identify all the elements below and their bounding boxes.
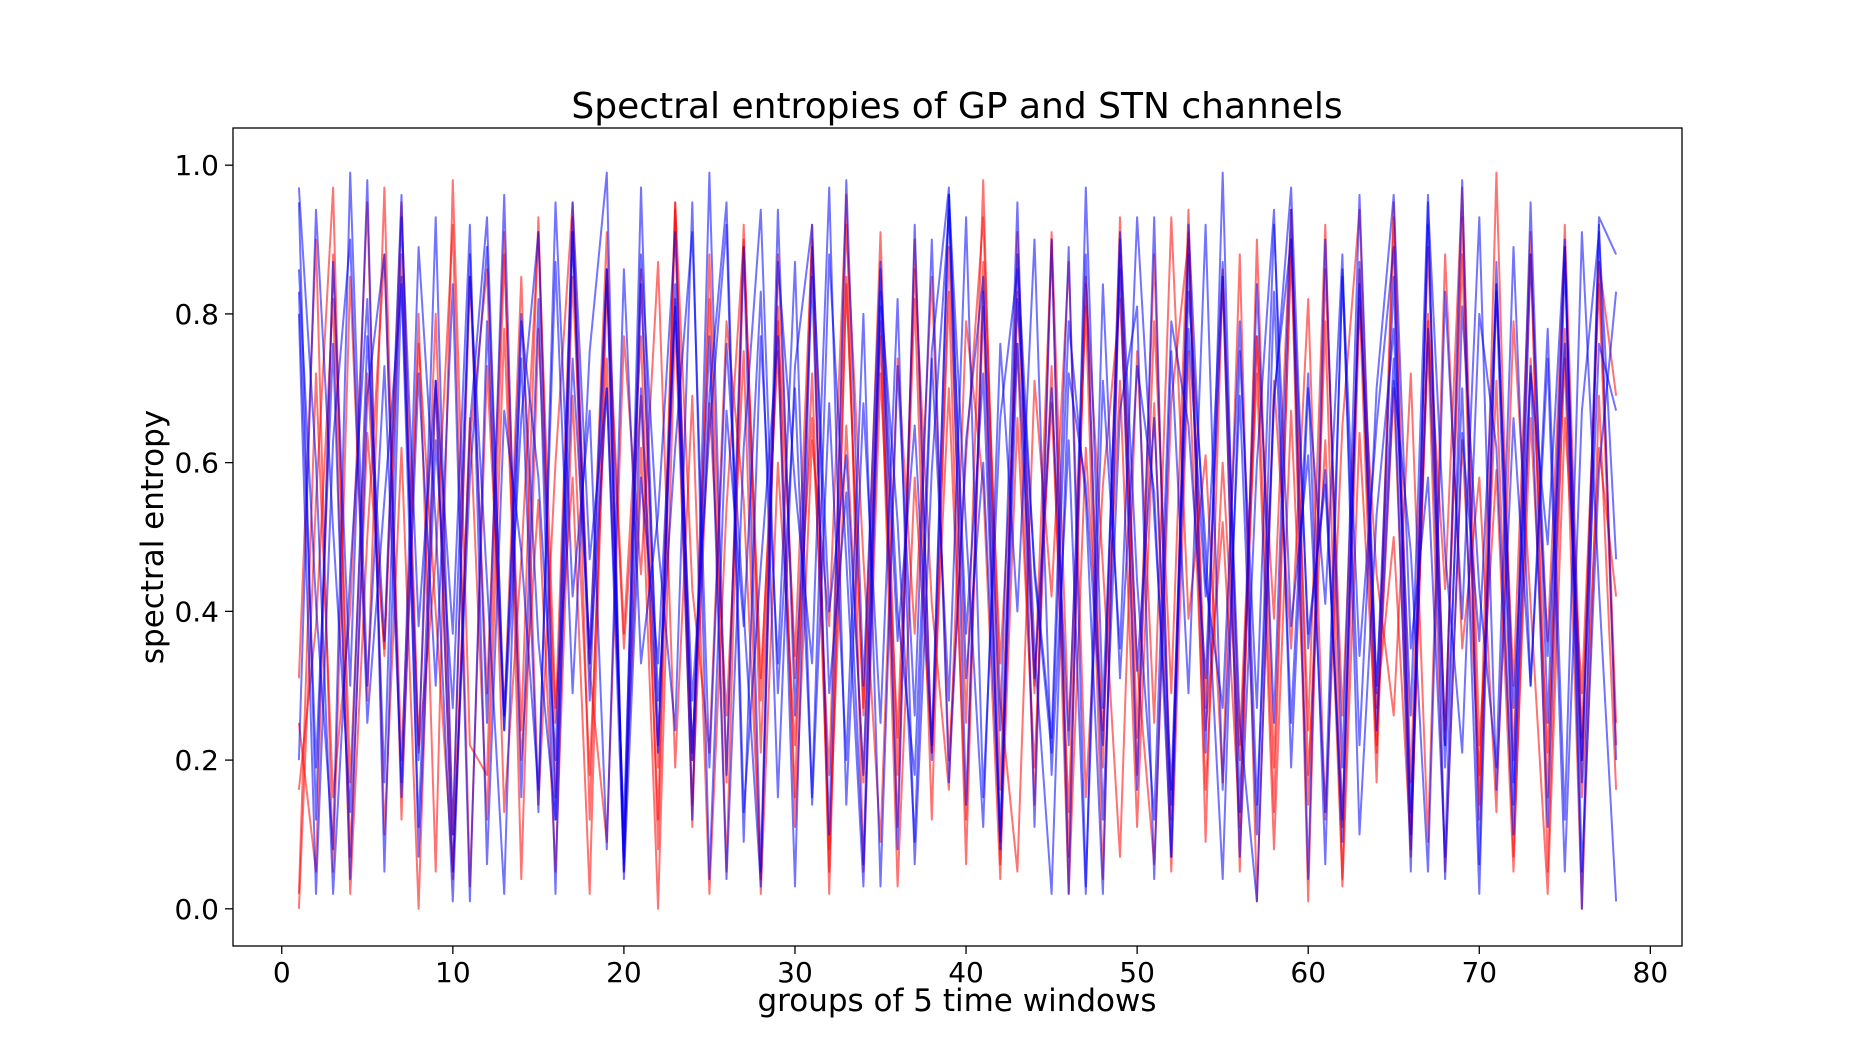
series-layer xyxy=(297,171,1618,910)
x-tick-label: 60 xyxy=(1290,956,1326,989)
series-line-stn-7 xyxy=(297,223,1618,903)
y-axis-ticks: 0.0 0.2 0.4 0.6 0.8 1.0 xyxy=(174,149,233,926)
x-tick-label: 10 xyxy=(435,956,471,989)
x-tick-label: 40 xyxy=(948,956,984,989)
x-tick-label: 20 xyxy=(606,956,642,989)
y-axis-label: spectral entropy xyxy=(135,410,171,664)
x-tick-label: 70 xyxy=(1461,956,1497,989)
y-tick-label: 1.0 xyxy=(174,149,219,182)
x-tick-label: 50 xyxy=(1119,956,1155,989)
y-tick-label: 0.4 xyxy=(174,595,219,628)
x-axis-label: groups of 5 time windows xyxy=(757,983,1156,1019)
x-tick-label: 0 xyxy=(273,956,291,989)
y-tick-label: 0.8 xyxy=(174,298,219,331)
x-tick-label: 80 xyxy=(1633,956,1669,989)
plot-frame xyxy=(232,127,1683,947)
series-line-gp-5 xyxy=(297,186,1618,909)
y-tick-label: 0.0 xyxy=(174,893,219,926)
series-line-stn-11 xyxy=(297,171,1618,895)
x-axis-ticks: 0 10 20 30 40 50 60 70 80 xyxy=(273,946,1668,989)
y-tick-label: 0.2 xyxy=(174,744,219,777)
x-tick-label: 30 xyxy=(777,956,813,989)
chart-title: Spectral entropies of GP and STN channel… xyxy=(571,86,1342,127)
y-tick-label: 0.6 xyxy=(174,447,219,480)
